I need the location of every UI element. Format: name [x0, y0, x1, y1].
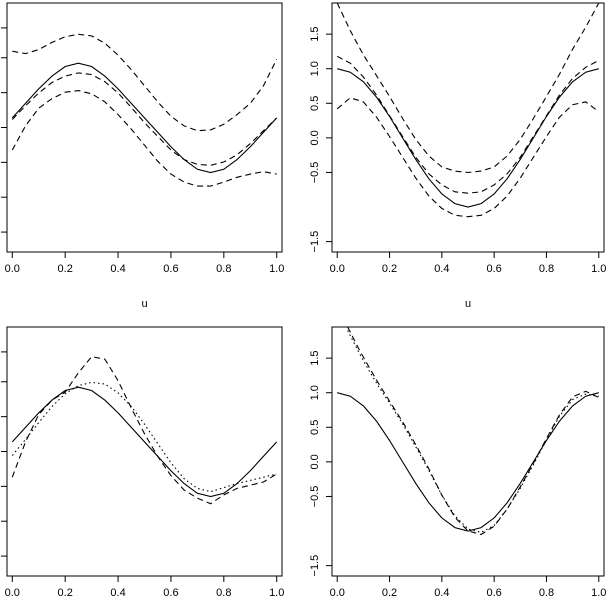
x-tick-label: 0.2 — [382, 263, 397, 275]
x-tick-label: 0.0 — [5, 587, 20, 599]
series-line-dashed — [11, 356, 277, 505]
x-tick-label: 0.6 — [487, 263, 502, 275]
x-axis-label: u — [141, 298, 147, 310]
x-tick-label: 0.2 — [382, 587, 397, 599]
panel-3: 0.0 0.2 0.4 0.6 0.8 1.0 — [1, 326, 284, 599]
y-tick-label: 1.0 — [309, 61, 321, 76]
x-tick-label: 0.0 — [5, 263, 20, 275]
series-line-dashed — [11, 72, 278, 166]
x-tick-label: 0.0 — [330, 263, 345, 275]
y-tick-label: 0.5 — [309, 420, 321, 435]
series-line-dotted — [347, 330, 599, 533]
y-tick-label: −1.5 — [309, 555, 321, 577]
x-tick-label: 0.6 — [487, 587, 502, 599]
series-line-solid — [337, 392, 599, 532]
x-tick-label: 0.4 — [434, 587, 449, 599]
x-tick-label: 0.8 — [539, 587, 554, 599]
panel-1: 0.0 0.2 0.4 0.6 0.8 1.0 u — [1, 2, 284, 310]
series-line-dotted — [11, 381, 277, 493]
x-tick-label: 0.8 — [216, 587, 231, 599]
y-tick-label: 1.5 — [309, 26, 321, 41]
x-tick-label: 0.4 — [434, 263, 449, 275]
x-axis-label: u — [465, 298, 471, 310]
series-line-dashed — [336, 97, 600, 218]
x-tick-label: 0.2 — [58, 587, 73, 599]
y-tick-label: −1.5 — [309, 231, 321, 253]
series-line-dashed — [11, 90, 277, 187]
series-line-dashed — [347, 327, 600, 536]
plot-frame — [6, 2, 283, 253]
x-tick-label: 0.2 — [58, 263, 73, 275]
x-tick-label: 1.0 — [591, 263, 606, 275]
y-tick-label: 0.5 — [309, 96, 321, 111]
series-line-solid — [11, 386, 278, 498]
plot-frame — [331, 2, 605, 253]
series-line-dashed — [336, 3, 600, 174]
series-line-solid — [337, 68, 599, 208]
y-tick-label: −0.5 — [309, 162, 321, 184]
panel-2: 0.0 0.2 0.4 0.6 0.8 1.0 −1.5 −0.5 0.0 0.5 1.0 1.5 u — [309, 2, 606, 310]
x-tick-label: 0.6 — [163, 587, 178, 599]
plot-frame — [6, 326, 283, 577]
y-tick-label: −0.5 — [309, 486, 321, 508]
x-tick-label: 1.0 — [269, 587, 284, 599]
x-tick-label: 0.4 — [110, 263, 125, 275]
x-tick-label: 1.0 — [269, 263, 284, 275]
y-tick-label: 1.5 — [309, 350, 321, 365]
x-tick-label: 1.0 — [591, 587, 606, 599]
x-tick-label: 0.4 — [110, 587, 125, 599]
panel-4: 0.0 0.2 0.4 0.6 0.8 1.0 −1.5 −0.5 0.0 0.5 1.0 1.5 — [309, 326, 606, 599]
y-tick-label: 0.0 — [309, 454, 321, 469]
y-tick-label: 0.0 — [309, 130, 321, 145]
series-line-solid — [11, 62, 278, 174]
series-line-dashed — [336, 55, 600, 194]
plot-frame — [331, 326, 605, 577]
x-tick-label: 0.6 — [163, 263, 178, 275]
y-tick-label: 1.0 — [309, 385, 321, 400]
x-tick-label: 0.8 — [216, 263, 231, 275]
x-tick-label: 0.8 — [539, 263, 554, 275]
x-tick-label: 0.0 — [330, 587, 345, 599]
